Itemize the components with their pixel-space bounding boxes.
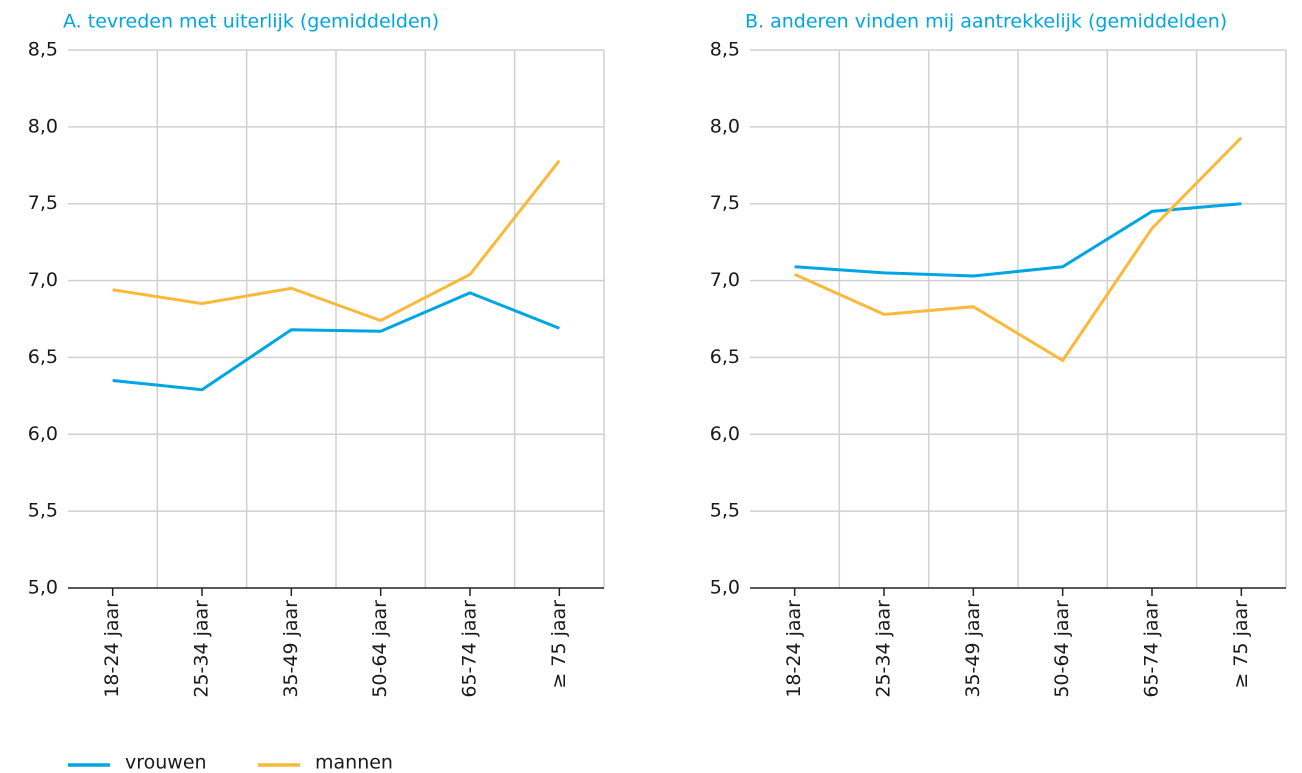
y-tick-label: 6,0 [710, 423, 740, 445]
y-tick-label: 7,5 [710, 192, 740, 214]
x-tick-label: 35-49 jaar [962, 600, 984, 698]
chart-title: A. tevreden met uiterlijk (gemiddelden) [63, 11, 439, 33]
x-tick-label: 35-49 jaar [280, 600, 302, 698]
chart-title: B. anderen vinden mij aantrekkelijk (gem… [745, 11, 1227, 33]
legend-label: mannen [315, 752, 393, 773]
y-tick-label: 7,0 [28, 269, 58, 291]
y-tick-label: 5,0 [710, 577, 740, 599]
y-tick-label: 5,5 [710, 500, 740, 522]
line-series [794, 202, 1242, 278]
y-tick-label: 6,0 [28, 423, 58, 445]
y-tick-label: 8,5 [710, 39, 740, 61]
y-tick-label: 6,5 [710, 346, 740, 368]
x-tick-label: 18-24 jaar [101, 600, 123, 698]
y-tick-label: 5,0 [28, 577, 58, 599]
x-tick-label: ≥ 75 jaar [548, 600, 570, 689]
x-tick-label: 25-34 jaar [873, 600, 895, 698]
x-tick-label: 25-34 jaar [191, 600, 213, 698]
y-tick-label: 7,0 [710, 269, 740, 291]
line-series [794, 136, 1243, 363]
x-tick-label: ≥ 75 jaar [1230, 600, 1252, 689]
x-tick-label: 65-74 jaar [459, 600, 481, 698]
x-tick-label: 50-64 jaar [369, 600, 391, 698]
x-tick-label: 18-24 jaar [783, 600, 805, 698]
y-tick-label: 8,0 [28, 115, 58, 137]
x-tick-label: 65-74 jaar [1141, 600, 1163, 698]
x-tick-label: 50-64 jaar [1051, 600, 1073, 698]
legend-label: vrouwen [125, 752, 207, 773]
y-tick-label: 8,0 [710, 115, 740, 137]
y-tick-label: 8,5 [28, 39, 58, 61]
y-tick-label: 6,5 [28, 346, 58, 368]
line-series [112, 159, 561, 323]
y-tick-label: 5,5 [28, 500, 58, 522]
y-tick-label: 7,5 [28, 192, 58, 214]
line-series [112, 291, 560, 392]
